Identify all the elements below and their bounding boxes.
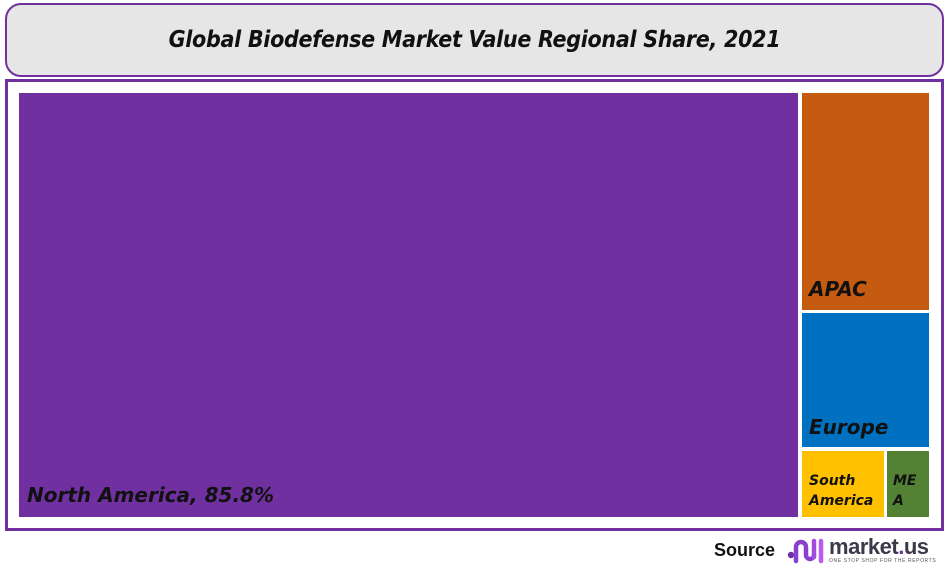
cell-label-apac: APAC (809, 277, 867, 301)
treemap-cell-south-america: South America (802, 451, 884, 517)
treemap-cell-north-america: North America, 85.8% (19, 93, 798, 517)
chart-title: Global Biodefense Market Value Regional … (168, 27, 781, 53)
chart-title-box: Global Biodefense Market Value Regional … (5, 3, 944, 77)
treemap-cell-apac: APAC (802, 93, 929, 310)
source-attribution: Source market.us ONE STOP SHOP FOR THE R… (714, 535, 936, 565)
logo-wordmark: market.us (829, 534, 929, 559)
logo-tagline: ONE STOP SHOP FOR THE REPORTS (829, 558, 937, 564)
cell-label-mea: ME A (893, 473, 917, 509)
treemap-cell-europe: Europe (802, 313, 929, 447)
market-us-logo-icon (787, 538, 824, 564)
cell-label-europe: Europe (809, 415, 889, 439)
cell-label-south-america: South America (809, 473, 874, 509)
cell-label-north-america: North America, 85.8% (27, 483, 275, 507)
market-us-logo: market.us ONE STOP SHOP FOR THE REPORTS (787, 535, 936, 565)
treemap-cell-mea: ME A (887, 451, 929, 517)
source-label: Source (714, 539, 776, 560)
